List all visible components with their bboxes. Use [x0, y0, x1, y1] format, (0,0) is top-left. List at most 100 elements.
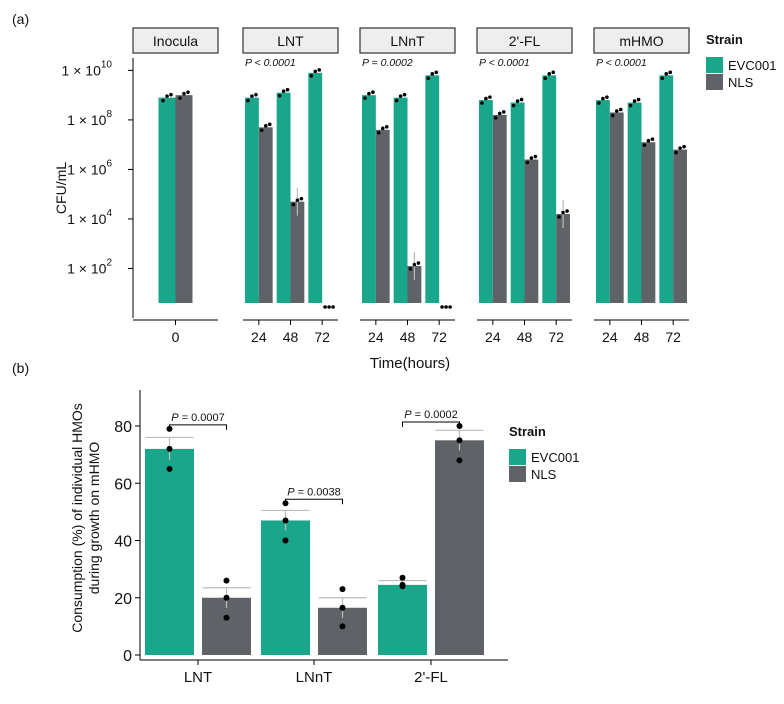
b-point-2-fl-nls-2: [456, 457, 463, 464]
point-inocula-0-nls-1: [182, 91, 186, 96]
facet-pvalue-2-fl: P < 0.0001: [479, 57, 530, 69]
point-2-fl-24-nls-0: [493, 116, 498, 120]
bar-lnt-48-evc001: [276, 92, 291, 304]
bar-lnnt-48-evc001: [393, 97, 408, 303]
b-sig-bracket-lnt: [169, 424, 227, 430]
b-point-2-fl-nls-1: [456, 437, 463, 444]
point-lnnt-48-evc001-2: [402, 92, 407, 97]
point-lnnt-24-nls-1: [380, 126, 385, 131]
y-tick-exponent-8: 8: [106, 109, 112, 120]
x-tick-label-lnnt-48: 48: [400, 329, 416, 345]
bar-lnt-48-nls: [290, 201, 305, 303]
b-point-lnnt-nls-2: [339, 623, 346, 630]
b-point-2-fl-evc001-0: [399, 574, 406, 581]
b-sig-bracket-lnnt: [285, 498, 343, 505]
point-lnt-48-evc001-0: [277, 93, 282, 98]
facet-strip-mhmo: [593, 27, 690, 54]
point-2-fl-72-nls-2: [565, 209, 569, 213]
x-tick-label-inocula-0: 0: [172, 329, 180, 345]
b-point-lnt-nls-2: [223, 614, 230, 621]
legend-b-swatch-nls: [509, 466, 526, 482]
point-mhmo-24-nls-1: [614, 109, 619, 113]
b-pvalue-2-fl: P = 0.0002: [404, 409, 458, 421]
panel-a-label: (a): [12, 11, 29, 27]
bar-mhmo-24-evc001: [596, 100, 610, 303]
x-tick-label-mhmo-48: 48: [634, 329, 650, 345]
b-x-tick-label-2-fl: 2'-FL: [414, 669, 448, 686]
legend-b-label-evc001: EVC001: [531, 450, 579, 465]
y-tick-label-2: 1 × 102: [67, 257, 112, 276]
point-mhmo-72-nls-1: [678, 146, 682, 150]
point-lnnt-72-nls-1: [444, 305, 448, 309]
point-mhmo-24-evc001-1: [601, 96, 605, 101]
point-lnt-48-nls-1: [295, 198, 300, 202]
point-mhmo-24-evc001-2: [605, 95, 609, 99]
point-2-fl-72-evc001-0: [543, 76, 548, 81]
point-lnnt-72-evc001-0: [426, 76, 431, 81]
point-lnnt-24-evc001-1: [367, 91, 371, 96]
bar-2-fl-24-nls: [492, 114, 507, 303]
point-2-fl-48-nls-2: [533, 154, 538, 159]
bar-mhmo-72-evc001: [659, 75, 674, 303]
y-tick-exponent-4: 4: [106, 208, 112, 219]
point-inocula-0-nls-2: [186, 90, 190, 94]
point-lnt-48-evc001-2: [285, 87, 290, 92]
point-inocula-0-evc001-1: [165, 94, 169, 98]
facet-title-lnt: LNT: [277, 33, 304, 49]
point-lnnt-48-nls-1: [412, 262, 417, 267]
point-mhmo-24-nls-0: [610, 113, 615, 118]
b-y-tick-label-60: 60: [114, 476, 132, 493]
b-y-tick-label-80: 80: [114, 419, 132, 436]
point-mhmo-48-nls-1: [646, 138, 651, 143]
point-lnt-24-evc001-0: [246, 98, 250, 103]
point-mhmo-48-nls-0: [642, 143, 647, 147]
x-tick-label-lnt-48: 48: [283, 329, 299, 345]
b-point-lnt-nls-1: [223, 594, 230, 601]
bar-2-fl-24-evc001: [479, 100, 493, 303]
point-lnt-24-evc001-1: [250, 94, 254, 98]
point-lnnt-48-evc001-0: [394, 98, 399, 103]
chart-b: 0 20 40 60 80 Consumption (%) of individual H…: [69, 390, 579, 686]
point-lnnt-72-nls-2: [448, 305, 452, 309]
b-bar-2-fl-evc001: [378, 584, 427, 655]
point-2-fl-48-nls-1: [529, 156, 534, 160]
point-mhmo-48-evc001-1: [632, 99, 637, 103]
facet-title-2-fl: 2'-FL: [509, 33, 541, 49]
point-lnt-24-evc001-2: [254, 92, 258, 97]
point-mhmo-72-evc001-1: [664, 72, 669, 76]
b-x-tick-label-lnt: LNT: [184, 669, 212, 686]
x-tick-label-lnnt-72: 72: [431, 329, 447, 345]
y-tick-label-6: 1 × 106: [67, 158, 112, 177]
point-mhmo-48-evc001-2: [636, 97, 641, 102]
bar-inocula-0-nls: [175, 95, 193, 304]
point-mhmo-24-evc001-0: [597, 101, 601, 105]
point-2-fl-48-evc001-0: [511, 103, 516, 108]
panel-b-label: (b): [12, 360, 29, 376]
b-y-axis-title-line1: Consumption (%) of individual HMOs: [69, 403, 85, 633]
x-tick-label-lnt-72: 72: [314, 329, 330, 345]
point-lnt-72-evc001-2: [317, 68, 322, 72]
legend-a-label-nls: NLS: [728, 75, 754, 90]
point-lnt-24-nls-1: [263, 124, 268, 128]
bar-mhmo-48-nls: [641, 142, 656, 303]
bar-mhmo-48-evc001: [627, 102, 642, 303]
b-pvalue-rest-lnnt: = 0.0038: [295, 486, 341, 498]
point-lnnt-48-nls-2: [416, 261, 421, 265]
b-point-2-fl-evc001-2: [399, 583, 406, 590]
b-pvalue-symbol-lnt: P: [171, 412, 179, 424]
x-tick-label-mhmo-72: 72: [665, 329, 681, 345]
point-mhmo-72-evc001-0: [660, 76, 665, 81]
point-lnnt-72-nls-0: [440, 305, 444, 309]
point-lnt-48-nls-2: [299, 196, 304, 201]
bar-lnnt-24-evc001: [362, 95, 376, 304]
point-lnt-72-nls-2: [331, 305, 335, 309]
point-mhmo-48-nls-2: [650, 137, 655, 142]
bar-lnt-72-evc001: [308, 72, 323, 303]
b-point-lnnt-nls-1: [339, 604, 346, 611]
point-2-fl-72-evc001-1: [547, 72, 552, 76]
b-point-lnnt-evc001-1: [282, 517, 289, 524]
b-bar-lnt-evc001: [145, 448, 194, 655]
y-tick-exponent-2: 2: [106, 257, 112, 268]
x-tick-label-2-fl-48: 48: [517, 329, 533, 345]
b-pvalue-symbol-2-fl: P: [404, 409, 412, 421]
